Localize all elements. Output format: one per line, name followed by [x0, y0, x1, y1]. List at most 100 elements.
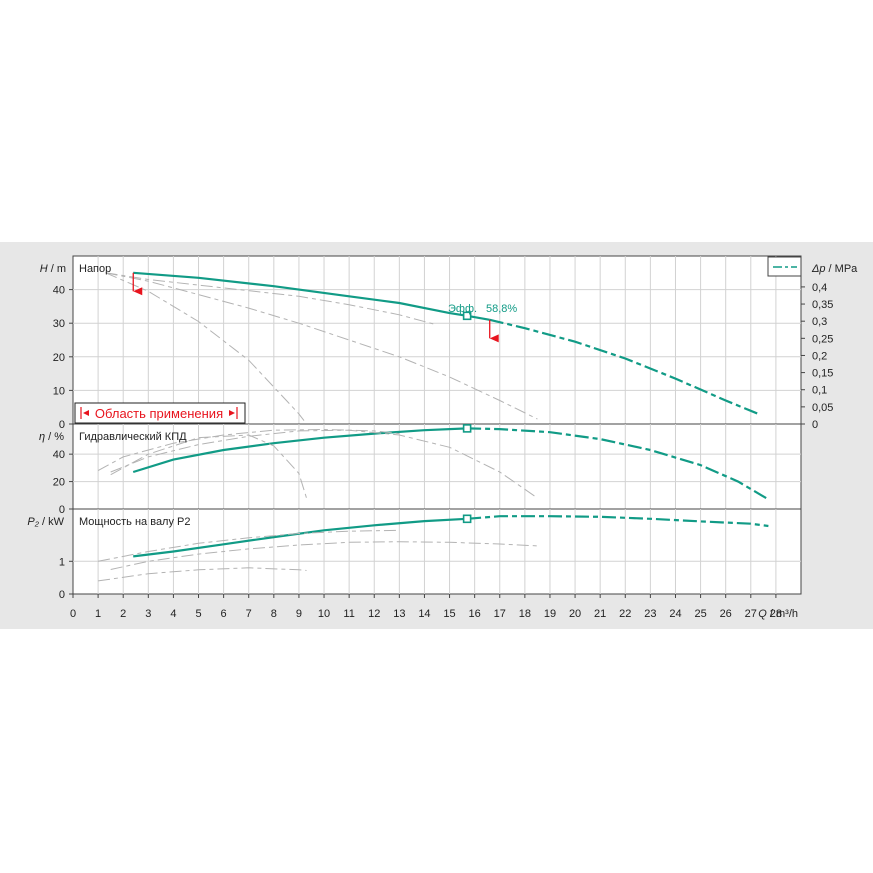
x-axis-ticks: 0 1 2 3 4 5 6 7 8 9 10 11 12 13 14 15 16 17 18 19 20 21 22 23 24… — [70, 594, 782, 620]
x-tick-label: 2 — [120, 608, 126, 620]
x-tick-label: 4 — [170, 608, 176, 620]
application-range-box — [74, 402, 246, 424]
x-tick-label: 1 — [95, 608, 101, 620]
x-tick-label: 28 — [770, 608, 782, 620]
operating-point-marker — [462, 424, 472, 433]
pressure-tick-label: 0,1 — [812, 385, 827, 397]
y-tick-label: 0 — [59, 504, 65, 516]
efficiency-panel-label: Гидравлический КПД — [79, 431, 187, 443]
y-tick-label: 0 — [59, 419, 65, 431]
power-plot-area — [72, 508, 802, 595]
head-vertical-grid — [97, 256, 777, 424]
operating-point-marker — [462, 514, 472, 524]
pressure-tick-label: 0,4 — [812, 282, 827, 294]
x-tick-label: 27 — [745, 608, 757, 620]
x-tick-label: 6 — [221, 608, 227, 620]
reference-curve — [110, 434, 307, 499]
efficiency-curves — [97, 424, 769, 501]
efficiency-panel: 0 20 40 Гидравлический КПД η / % — [39, 423, 802, 516]
head-pressure-ticks: 0 0,05 0,1 0,15 0,2 0,25 0,3 0,35 0,4 — [801, 282, 833, 431]
power-y-ticks: 01 — [59, 556, 73, 601]
reference-curve — [98, 567, 307, 582]
head-y-axis-label: H / m — [40, 263, 66, 275]
pressure-tick-label: 0 — [812, 419, 818, 431]
x-tick-label: 9 — [296, 608, 302, 620]
x-tick-label: 24 — [669, 608, 681, 620]
x-tick-label: 12 — [368, 608, 380, 620]
head-y-ticks: 0 10 20 30 40 — [53, 285, 73, 431]
pressure-tick-label: 0,05 — [812, 402, 833, 414]
x-tick-label: 3 — [145, 608, 151, 620]
y-tick-label: 30 — [53, 318, 65, 330]
x-tick-label: 8 — [271, 608, 277, 620]
application-range-label: Область применения — [74, 402, 246, 424]
x-tick-label: 7 — [246, 608, 252, 620]
x-tick-label: 26 — [720, 608, 732, 620]
y-tick-label: 1 — [59, 556, 65, 568]
head-legend — [767, 256, 802, 277]
legend-box — [767, 256, 802, 277]
pressure-tick-label: 0,2 — [812, 350, 827, 362]
y-tick-label: 40 — [53, 449, 65, 461]
x-tick-label: 19 — [544, 608, 556, 620]
power-curves — [98, 514, 769, 582]
main-curve-dashed — [467, 427, 769, 501]
x-axis-label: Q / m³/h — [758, 608, 798, 620]
efficiency-vertical-grid — [97, 424, 777, 509]
reference-curve — [98, 529, 400, 562]
pressure-tick-label: 0,25 — [812, 333, 833, 345]
range-left-arrow-icon — [83, 410, 89, 416]
main-curve-dashed — [467, 515, 769, 528]
head-plot-area — [72, 255, 802, 425]
power-panel: 01 Мощность на валу P2 P₂ / kW — [27, 508, 802, 601]
pressure-axis-label: Δp / MPa — [811, 263, 858, 275]
reference-curve — [105, 272, 538, 420]
x-tick-label: 17 — [494, 608, 506, 620]
x-tick-label: 11 — [343, 608, 354, 620]
x-tick-label: 13 — [393, 608, 405, 620]
head-panel-label: Напор — [79, 263, 111, 275]
range-limit-arrow-icon — [489, 334, 499, 343]
x-tick-label: 0 — [70, 608, 76, 620]
efficiency-label: Эфф. — [448, 303, 477, 315]
reference-curve — [110, 429, 538, 499]
x-tick-label: 23 — [644, 608, 656, 620]
power-panel-label: Мощность на валу P2 — [79, 516, 191, 528]
pressure-tick-label: 0,15 — [812, 368, 833, 380]
x-tick-label: 5 — [195, 608, 201, 620]
main-curve-dashed — [489, 318, 759, 415]
pressure-tick-label: 0,35 — [812, 299, 833, 311]
x-tick-label: 25 — [694, 608, 706, 620]
reference-curve — [110, 541, 538, 570]
x-tick-label: 14 — [418, 608, 430, 620]
range-right-arrow-icon — [229, 410, 235, 416]
x-tick-label: 21 — [594, 608, 606, 620]
y-tick-label: 20 — [53, 477, 65, 489]
x-tick-label: 22 — [619, 608, 631, 620]
operating-point-label: Эфф. 58,8% — [448, 303, 517, 315]
main-curve-solid — [132, 427, 468, 474]
efficiency-value: 58,8% — [486, 303, 517, 315]
application-range-text: Область применения — [95, 406, 223, 421]
reference-curve — [97, 428, 400, 472]
efficiency-horizontal-grid — [73, 453, 801, 483]
reference-curve — [105, 272, 438, 326]
efficiency-plot-area — [72, 423, 802, 510]
y-tick-label: 20 — [53, 352, 65, 364]
x-tick-label: 18 — [519, 608, 531, 620]
efficiency-y-ticks: 0 20 40 — [53, 449, 73, 516]
head-curves — [105, 271, 759, 421]
operating-point-marker — [462, 311, 472, 321]
y-tick-label: 40 — [53, 285, 65, 297]
pressure-tick-label: 0,3 — [812, 316, 827, 328]
power-y-axis-label: P₂ / kW — [27, 516, 64, 528]
efficiency-y-axis-label: η / % — [39, 431, 64, 443]
y-tick-label: 10 — [53, 385, 65, 397]
y-tick-label: 0 — [59, 589, 65, 601]
x-tick-label: 20 — [569, 608, 581, 620]
head-horizontal-grid — [73, 289, 801, 391]
reference-curve — [105, 272, 305, 421]
x-tick-label: 15 — [443, 608, 455, 620]
